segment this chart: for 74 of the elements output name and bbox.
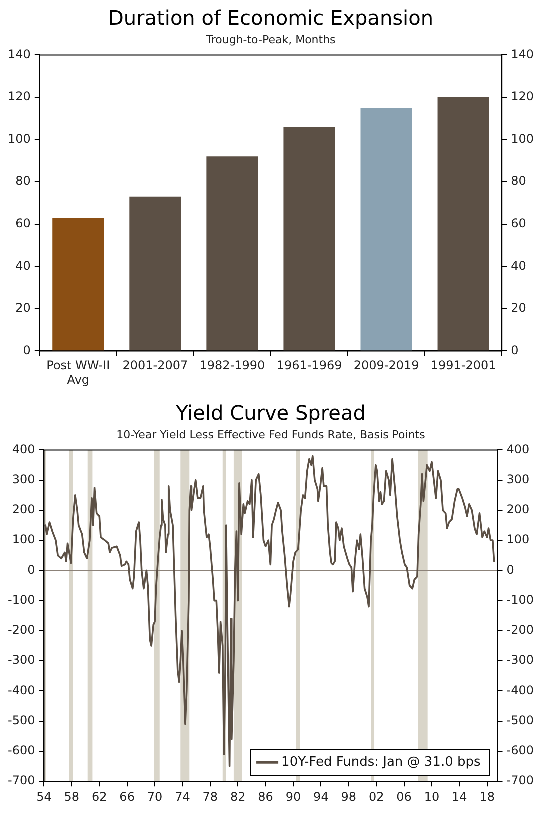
y2-tick-label: -300 [506, 653, 534, 668]
y-tick-label: 80 [16, 174, 31, 188]
y2-tick-label: 400 [506, 442, 530, 456]
x-tick-label: 66 [120, 790, 135, 804]
y-tick-label: 20 [16, 301, 31, 316]
y2-tick-label: 300 [506, 472, 530, 486]
x-tick-label: 98 [341, 790, 357, 804]
y-tick-label: 100 [12, 532, 36, 547]
bar [130, 196, 182, 351]
y2-tick-label: -700 [506, 774, 534, 788]
y-tick-label: 40 [16, 258, 31, 273]
y-tick-label: 0 [28, 562, 36, 577]
y-tick-label: 0 [23, 343, 31, 358]
x-tick-label: 58 [64, 790, 80, 804]
y-tick-label: -600 [8, 744, 36, 758]
y2-tick-label: 120 [511, 90, 534, 104]
x-tick-label: 02 [368, 790, 384, 804]
y2-tick-label: -200 [506, 623, 534, 638]
x-tick-label: 18 [480, 790, 496, 804]
bar [438, 97, 490, 351]
y2-tick-label: 60 [511, 216, 526, 230]
y2-tick-label: 100 [511, 132, 534, 146]
y2-tick-label: -400 [506, 683, 534, 698]
bar [284, 127, 336, 351]
bar [360, 108, 412, 351]
x-tick-label: 14 [452, 790, 468, 804]
x-tick-label: 82 [230, 790, 246, 804]
y-tick-label: 140 [8, 47, 31, 62]
x-tick-label: 1961-1969 [276, 358, 342, 373]
y2-tick-label: 20 [511, 301, 526, 316]
y2-tick-label: 0 [511, 343, 519, 358]
x-tick-label: 74 [175, 790, 190, 804]
y-tick-label: -700 [8, 774, 36, 788]
x-tick-label: 10 [424, 790, 440, 804]
y2-tick-label: -500 [506, 713, 534, 728]
x-tick-label: 54 [36, 790, 52, 804]
bar [52, 218, 104, 351]
y2-tick-label: -600 [506, 744, 534, 758]
x-tick-label: 70 [147, 790, 163, 804]
y-tick-label: 400 [12, 442, 36, 456]
y-tick-label: -100 [8, 592, 36, 607]
y-tick-label: -500 [8, 713, 36, 728]
y-tick-label: 300 [12, 472, 36, 486]
chart-subtitle: 10-Year Yield Less Effective Fed Funds Rate, Basis Points [116, 428, 426, 442]
x-tick-label: 78 [202, 790, 218, 804]
bar [206, 156, 258, 351]
y-tick-label: -200 [8, 623, 36, 638]
y2-tick-label: 140 [511, 47, 534, 62]
x-tick-label: 1991-2001 [430, 358, 496, 373]
y-tick-label: -400 [8, 683, 36, 698]
chart-title: Yield Curve Spread [175, 401, 366, 426]
legend-label: 10Y-Fed Funds: Jan @ 31.0 bps [282, 754, 481, 770]
x-tick-label: 06 [396, 790, 412, 804]
x-tick-label: 86 [258, 790, 274, 804]
x-tick-label: 2009-2019 [354, 358, 420, 373]
y-tick-label: -300 [8, 653, 36, 668]
x-tick-label: 2001-2007 [122, 358, 188, 373]
x-tick-label: 1982-1990 [200, 358, 266, 373]
y-tick-label: 120 [8, 90, 31, 104]
x-tick-label: 90 [286, 790, 302, 804]
y2-tick-label: 200 [506, 502, 530, 517]
chart-title: Duration of Economic Expansion [108, 6, 434, 30]
y-tick-label: 60 [16, 216, 31, 230]
y-tick-label: 100 [8, 132, 31, 146]
y2-tick-label: 40 [511, 258, 526, 273]
y2-tick-label: -100 [506, 592, 534, 607]
x-tick-label: Post WW-II Avg [46, 358, 110, 387]
x-tick-label: 62 [92, 790, 108, 804]
x-tick-label: 94 [314, 790, 329, 804]
chart-subtitle: Trough-to-Peak, Months [205, 33, 336, 46]
y2-tick-label: 80 [511, 174, 526, 188]
y2-tick-label: 100 [506, 532, 530, 547]
y2-tick-label: 0 [506, 562, 514, 577]
y-tick-label: 200 [12, 502, 36, 517]
